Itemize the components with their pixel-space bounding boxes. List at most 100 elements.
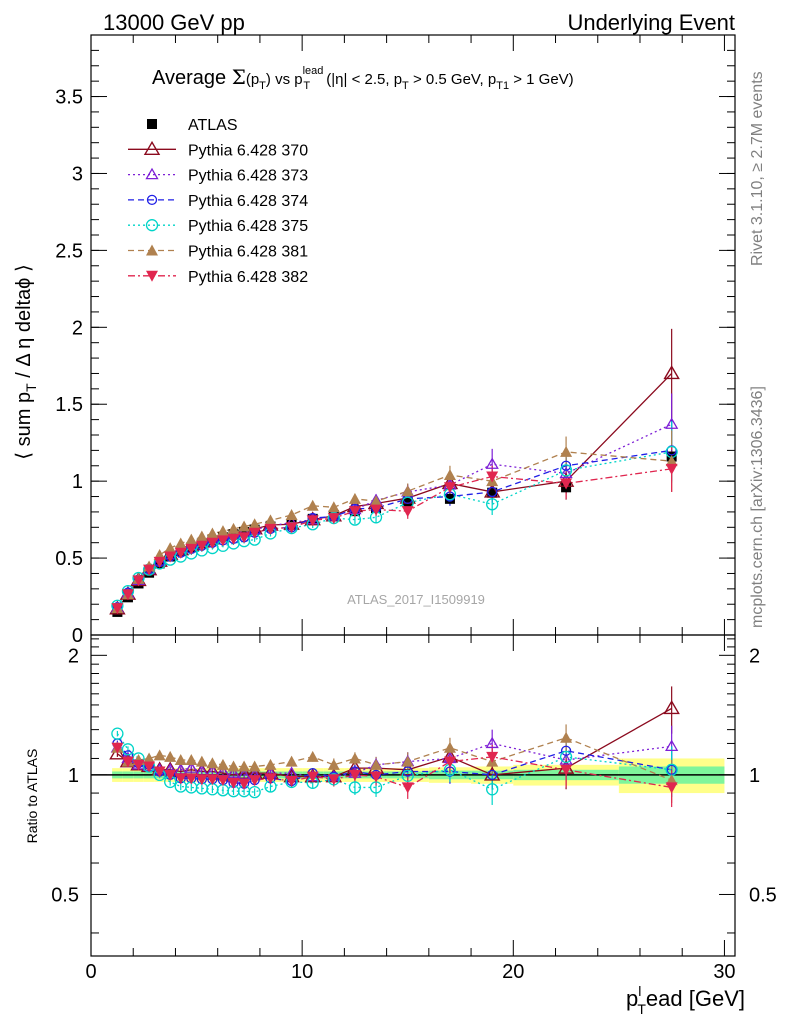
point-atlas: [402, 496, 413, 507]
title-sigma: Σ: [232, 65, 246, 89]
series-line-p375: [116, 451, 672, 607]
point-p382: [174, 547, 187, 559]
title-sub-t: T: [259, 80, 266, 92]
point-p381: [401, 485, 414, 497]
mcplots-label: mcplots.cern.ch [arXiv:1306.3436]: [749, 386, 766, 628]
legend-marker-p382: [146, 270, 158, 282]
point-p373: [665, 417, 679, 429]
ylabel-pre: ⟨ sum p: [13, 392, 35, 460]
ratio-point-p381: [174, 754, 187, 766]
ratio-y-tick-labels-right: 0.5 1 2: [749, 645, 777, 906]
ratio-point-p382: [111, 742, 124, 754]
legend-marker-p373: [145, 167, 159, 180]
ylabel-sub: T: [23, 383, 39, 392]
ratio-x-label: pl Tead [GeV]: [626, 983, 745, 1017]
ratio-y-tick-label-right: 0.5: [749, 884, 777, 906]
ratio-point-p382: [195, 774, 208, 786]
point-p382: [248, 527, 261, 539]
ratio-point-p382: [185, 773, 198, 785]
title-sub-t1: T1: [496, 80, 509, 92]
ratio-point-p382: [132, 759, 145, 771]
point-p381: [665, 455, 678, 467]
point-p382: [111, 603, 124, 615]
point-p381: [195, 530, 208, 542]
title-cut3: > 1 GeV): [509, 71, 574, 88]
ratio-point-p370: [235, 764, 253, 779]
point-p382: [306, 515, 319, 527]
ratio-point-p381: [327, 758, 340, 770]
ratio-x-tick-labels: 0 10 20 30: [85, 961, 735, 983]
point-p382: [132, 575, 145, 587]
title-cut1: (|η| < 2.5, p: [322, 71, 402, 88]
ratio-x-tick-label: 0: [85, 961, 96, 983]
ratio-point-p381: [348, 752, 361, 764]
main-title: Average Σ(pT) vs plead T (|η| < 2.5, pT >…: [152, 65, 574, 92]
main-ticks: [90, 34, 735, 636]
point-p381: [185, 533, 198, 545]
legend-label-p375: Pythia 6.428 375: [188, 218, 308, 235]
point-p382: [121, 589, 134, 601]
ratio-point-p382: [306, 771, 319, 783]
legend-marker-p381: [146, 244, 158, 256]
point-p381: [216, 525, 229, 537]
ratio-point-p381: [264, 758, 277, 770]
ratio-point-p370: [663, 700, 680, 715]
ratio-point-p381: [164, 750, 177, 762]
ratio-point-p381: [560, 731, 573, 743]
point-p370: [663, 365, 680, 380]
point-p381: [327, 501, 340, 513]
ratio-point-p381: [443, 741, 456, 753]
point-p375: [559, 464, 573, 477]
ratio-point-p375: [559, 750, 573, 764]
point-p382: [195, 540, 208, 552]
point-p382: [285, 522, 298, 534]
ratio-point-p382: [174, 773, 187, 785]
point-p381: [443, 469, 456, 480]
point-p373: [559, 466, 573, 479]
point-p381: [248, 518, 261, 530]
point-p374: [560, 460, 572, 471]
ratio-point-p375: [348, 781, 362, 794]
ratio-point-p382: [370, 771, 383, 783]
point-p381: [348, 492, 361, 504]
point-p382: [327, 513, 340, 525]
title-sub-t3: T: [402, 80, 409, 92]
ratio-point-p382: [665, 782, 678, 794]
ratio-point-p374: [487, 769, 498, 781]
header-right: Underlying Event: [567, 10, 735, 35]
ratio-point-p375: [111, 727, 124, 740]
legend-label-p381: Pythia 6.428 381: [188, 244, 308, 261]
point-p382: [206, 537, 219, 549]
legend-marker-p370: [143, 140, 161, 156]
legend-label-p370: Pythia 6.428 370: [188, 142, 308, 159]
ratio-point-p381: [195, 755, 208, 767]
ratio-point-p373: [485, 736, 499, 749]
point-p382: [227, 533, 240, 545]
xlabel-post: ead [GeV]: [646, 986, 745, 1011]
ratio-y-tick-label: 1: [68, 765, 79, 787]
ratio-point-p381: [143, 752, 156, 764]
ratio-point-p375: [401, 769, 414, 782]
ratio-point-p382: [153, 766, 166, 778]
point-p381: [285, 509, 298, 520]
point-p381: [164, 542, 177, 554]
legend: ATLAS Pythia 6.428 370 Pythia 6.428 373 Pyt…: [128, 117, 308, 286]
ratio-point-p373: [226, 766, 241, 778]
ratio-y-tick-label: 0.5: [51, 884, 79, 906]
main-y-tick-label: 1.5: [55, 394, 83, 416]
ratio-point-p382: [227, 777, 240, 789]
title-pre: Average: [152, 67, 232, 89]
main-y-tick-labels: 0 0.5 1 1.5 2 2.5 3 3.5: [55, 87, 83, 647]
main-errorbars: [116, 328, 673, 614]
series-line-p373: [116, 423, 672, 609]
point-p381: [370, 495, 383, 507]
ratio-point-p373: [665, 739, 679, 751]
ratio-point-p381: [401, 755, 414, 767]
point-p382: [401, 506, 414, 518]
ratio-point-p381: [206, 757, 219, 769]
ratio-panel: 0.5 1 2 0.5 1 2 0 10 20 30 Ratio to ATLAS pl Tea…: [24, 634, 777, 1017]
ratio-x-tick-label: 10: [291, 961, 313, 983]
point-p374: [487, 486, 498, 498]
point-p375: [486, 498, 499, 511]
